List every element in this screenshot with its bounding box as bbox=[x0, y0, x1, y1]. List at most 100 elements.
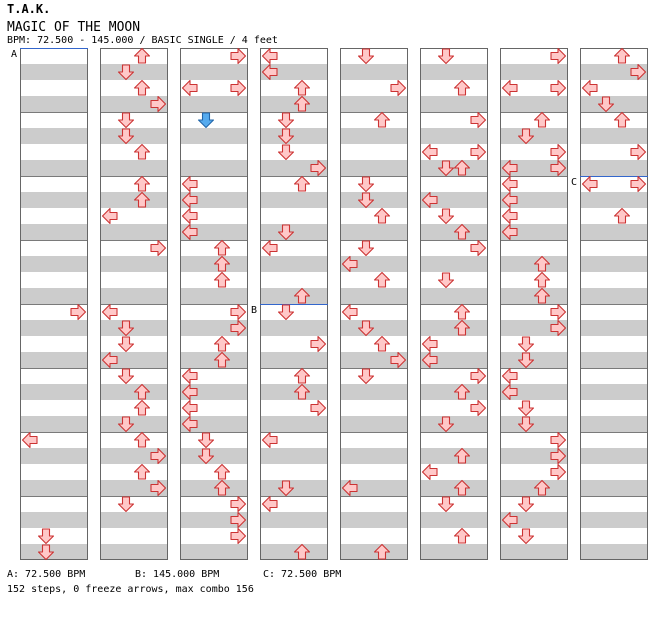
beat-stripe bbox=[340, 416, 408, 432]
arrow-note-up bbox=[133, 399, 151, 416]
beat-stripe bbox=[420, 96, 488, 112]
arrow-note-up bbox=[453, 223, 471, 240]
beat-stripe bbox=[580, 448, 648, 464]
song-title: MAGIC OF THE MOON bbox=[7, 20, 141, 35]
beat-stripe bbox=[180, 288, 248, 304]
arrow-note-right bbox=[470, 111, 487, 129]
arrow-note-left bbox=[501, 383, 518, 401]
arrow-note-left bbox=[581, 175, 598, 193]
arrow-note-left bbox=[181, 367, 198, 385]
beat-stripe bbox=[580, 160, 648, 176]
beat-stripe bbox=[260, 512, 328, 528]
arrow-note-right bbox=[230, 47, 247, 65]
arrow-note-up bbox=[133, 383, 151, 400]
step-chart: A B C bbox=[11, 47, 648, 561]
arrow-note-right bbox=[550, 303, 567, 321]
beat-stripe bbox=[580, 128, 648, 144]
arrow-note-right bbox=[230, 527, 247, 545]
arrow-note-left bbox=[341, 255, 358, 273]
arrow-note-left bbox=[181, 191, 198, 209]
arrow-note-left bbox=[581, 79, 598, 97]
arrow-note-left bbox=[181, 383, 198, 401]
beat-stripe bbox=[260, 352, 328, 368]
arrow-note-up bbox=[453, 303, 471, 320]
beat-stripe bbox=[20, 384, 88, 400]
column-border bbox=[340, 48, 408, 560]
beat-stripe bbox=[100, 512, 168, 528]
arrow-note-up bbox=[533, 271, 551, 288]
arrow-note-down bbox=[517, 496, 535, 513]
arrow-note-left bbox=[261, 63, 278, 81]
arrow-note-up bbox=[293, 367, 311, 384]
chart-column bbox=[580, 48, 648, 560]
arrow-note-up bbox=[133, 463, 151, 480]
arrow-note-up bbox=[373, 271, 391, 288]
arrow-note-left bbox=[421, 143, 438, 161]
beat-stripe bbox=[260, 192, 328, 208]
arrow-note-down bbox=[597, 96, 615, 113]
arrow-note-right bbox=[630, 143, 647, 161]
beat-stripe bbox=[100, 544, 168, 560]
arrow-note-right bbox=[390, 79, 407, 97]
arrow-note-up bbox=[293, 95, 311, 112]
beat-stripe bbox=[20, 96, 88, 112]
arrow-note-left bbox=[501, 511, 518, 529]
beat-stripe bbox=[20, 256, 88, 272]
chart-column bbox=[180, 48, 248, 560]
arrow-note-left bbox=[501, 223, 518, 241]
arrow-note-right bbox=[550, 79, 567, 97]
arrow-note-up bbox=[453, 479, 471, 496]
beat-stripe bbox=[340, 384, 408, 400]
arrow-note-right bbox=[470, 399, 487, 417]
arrow-note-down bbox=[517, 336, 535, 353]
arrow-note-down bbox=[517, 400, 535, 417]
arrow-note-up bbox=[453, 79, 471, 96]
beat-stripe bbox=[20, 320, 88, 336]
beat-stripe bbox=[20, 224, 88, 240]
arrow-note-down bbox=[37, 544, 55, 561]
arrow-note-down bbox=[517, 528, 535, 545]
arrow-note-left bbox=[261, 495, 278, 513]
beat-stripe bbox=[20, 160, 88, 176]
arrow-note-right bbox=[550, 463, 567, 481]
beat-stripe bbox=[180, 544, 248, 560]
arrow-note-down bbox=[357, 368, 375, 385]
bpm-change-label: A bbox=[11, 49, 17, 60]
arrow-note-up bbox=[213, 479, 231, 496]
beat-stripe bbox=[580, 320, 648, 336]
arrow-note-left bbox=[501, 175, 518, 193]
beat-stripe bbox=[580, 288, 648, 304]
arrow-note-up bbox=[213, 239, 231, 256]
arrow-note-down bbox=[197, 432, 215, 449]
column-border bbox=[580, 48, 648, 560]
beat-stripe bbox=[340, 96, 408, 112]
arrow-note-right bbox=[230, 495, 247, 513]
arrow-note-up bbox=[373, 207, 391, 224]
arrow-note-left bbox=[501, 159, 518, 177]
arrow-note-right bbox=[630, 63, 647, 81]
arrow-note-left bbox=[181, 207, 198, 225]
beat-stripe bbox=[20, 352, 88, 368]
beat-stripe bbox=[20, 288, 88, 304]
beat-stripe bbox=[420, 544, 488, 560]
arrow-note-left bbox=[181, 399, 198, 417]
arrow-note-down bbox=[517, 416, 535, 433]
arrow-note-right bbox=[550, 143, 567, 161]
arrow-note-up bbox=[133, 191, 151, 208]
beat-stripe bbox=[20, 448, 88, 464]
artist-name: T.A.K. bbox=[7, 2, 51, 16]
beat-stripe bbox=[580, 416, 648, 432]
arrow-note-up bbox=[453, 383, 471, 400]
arrow-note-down bbox=[277, 480, 295, 497]
arrow-note-right bbox=[230, 511, 247, 529]
beat-stripe bbox=[260, 416, 328, 432]
arrow-note-right bbox=[470, 367, 487, 385]
arrow-note-left bbox=[421, 463, 438, 481]
beat-stripe bbox=[20, 512, 88, 528]
beat-stripe bbox=[340, 288, 408, 304]
beat-stripe bbox=[420, 64, 488, 80]
arrow-note-right bbox=[70, 303, 87, 321]
arrow-note-down bbox=[437, 272, 455, 289]
beat-stripe bbox=[100, 224, 168, 240]
arrow-note-up bbox=[213, 335, 231, 352]
